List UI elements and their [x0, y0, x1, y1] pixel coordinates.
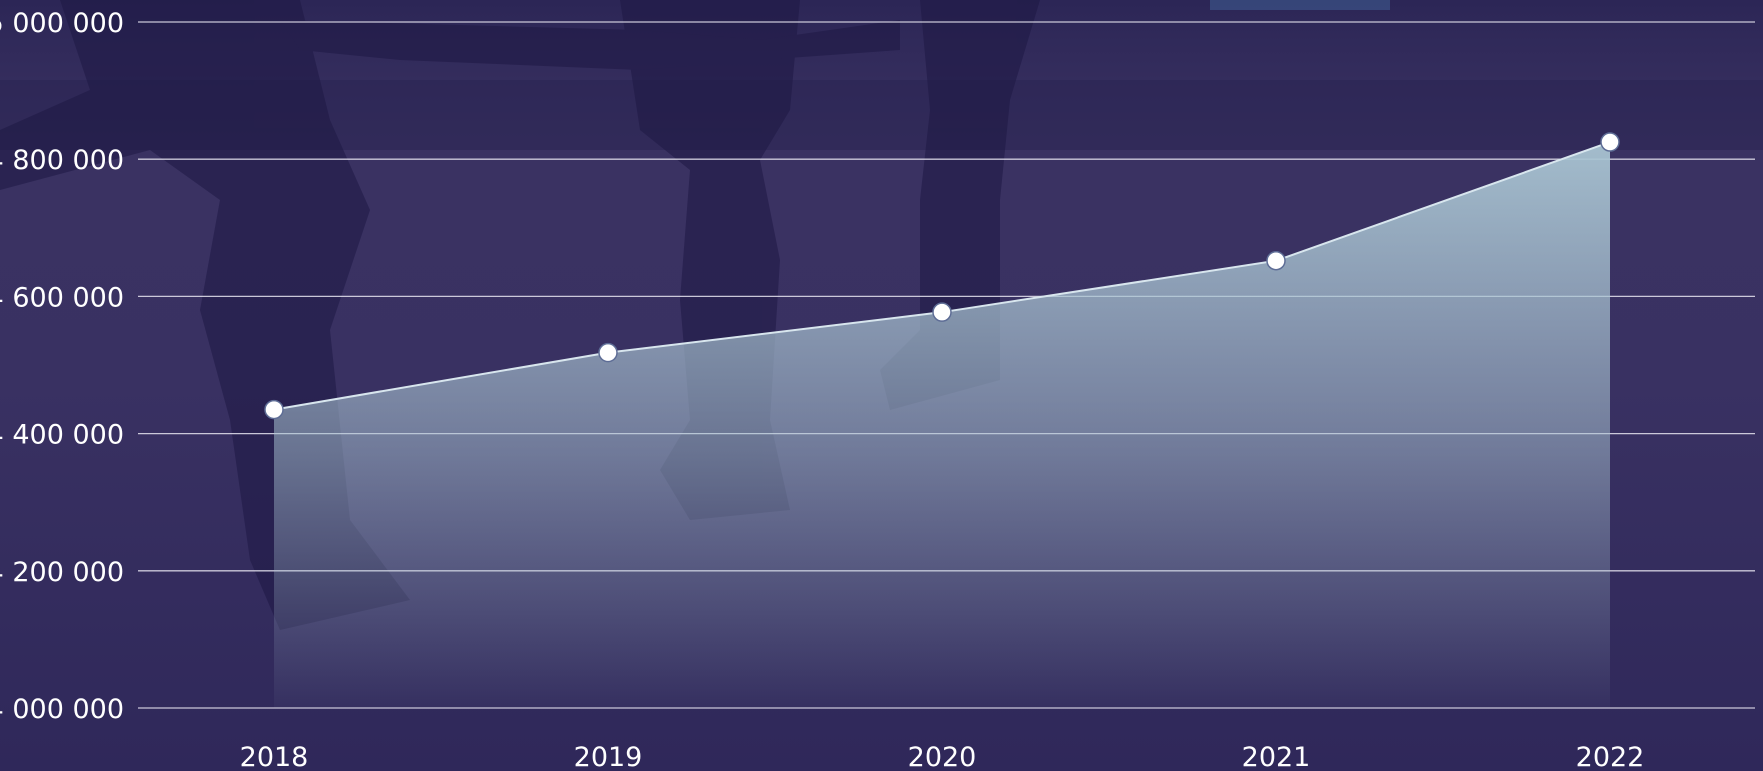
y-tick-label: 4 200 000: [0, 557, 124, 588]
y-axis-tick-labels: 4 000 000 4 200 000 4 400 000 4 600 000 4 80…: [0, 8, 124, 725]
area-series: [273, 141, 1611, 709]
area-fill: [274, 142, 1610, 709]
data-point: [1600, 132, 1620, 152]
y-tick-label: 4 000 000: [0, 694, 124, 725]
x-tick-label: 2022: [1576, 742, 1645, 771]
data-points: [264, 132, 1620, 420]
data-point: [1266, 250, 1286, 271]
x-tick-label: 2020: [908, 742, 977, 771]
data-point: [932, 302, 952, 322]
data-point: [264, 399, 284, 420]
x-tick-label: 2018: [240, 742, 309, 771]
x-tick-label: 2021: [1242, 742, 1311, 771]
y-tick-label: 5 000 000: [0, 8, 124, 39]
data-point: [598, 342, 618, 363]
y-tick-label: 4 400 000: [0, 420, 124, 451]
y-tick-label: 4 800 000: [0, 145, 124, 176]
y-tick-label: 4 600 000: [0, 282, 124, 313]
x-tick-label: 2019: [574, 742, 643, 771]
x-axis-tick-labels: 2018 2019 2020 2021 2022: [240, 742, 1645, 771]
